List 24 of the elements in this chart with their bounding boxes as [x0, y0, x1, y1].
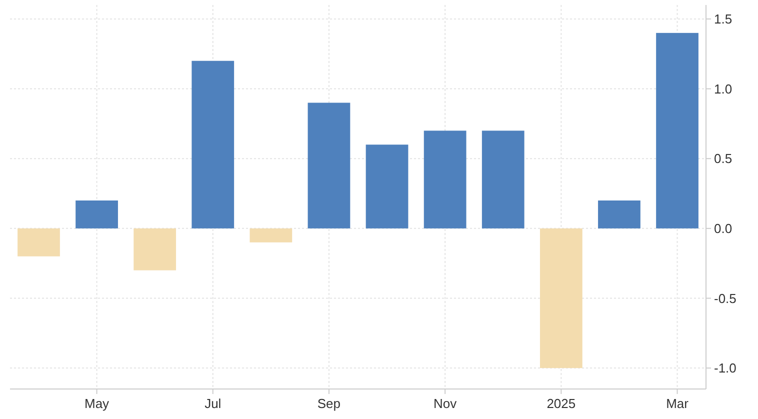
bar [18, 228, 60, 256]
x-tick-label: Mar [666, 396, 690, 411]
bar [192, 60, 234, 228]
y-tick-label: 0.0 [714, 220, 732, 236]
x-tick-label: Nov [434, 396, 458, 411]
bar [308, 102, 350, 228]
bar [76, 200, 118, 228]
bar [134, 228, 176, 270]
x-tick-label: Sep [317, 396, 341, 411]
y-tick-label: 0.5 [714, 151, 732, 166]
y-tick-label: -1.0 [714, 360, 736, 376]
y-tick-label: 1.5 [714, 12, 732, 27]
y-tick-label: 1.0 [714, 81, 732, 96]
y-tick-label: -0.5 [714, 290, 736, 306]
bar [424, 130, 466, 228]
bar [366, 144, 408, 228]
bar [482, 130, 524, 228]
bar [250, 228, 292, 242]
bar [656, 32, 698, 228]
x-tick-label: Jul [204, 396, 222, 411]
x-tick-label: May [84, 396, 110, 411]
bar [540, 228, 582, 368]
x-tick-label: 2025 [546, 396, 576, 411]
bar [598, 200, 640, 228]
